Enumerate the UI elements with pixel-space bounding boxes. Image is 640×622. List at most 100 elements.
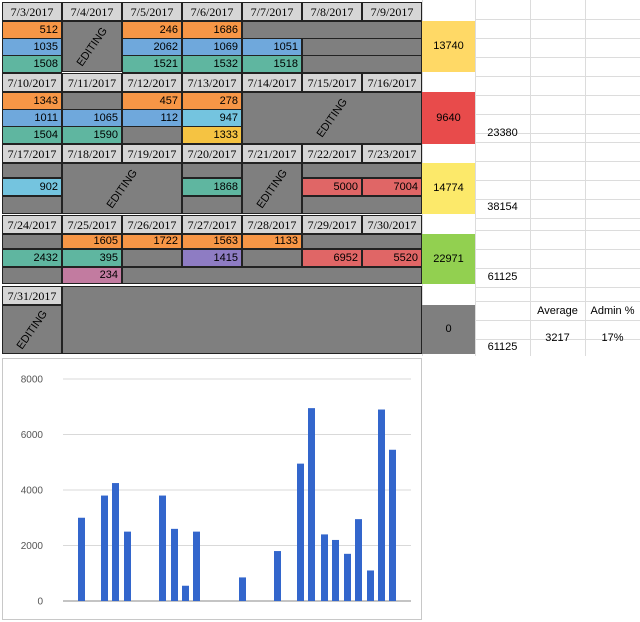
admin-percent-value: 17%	[601, 331, 624, 344]
bar	[112, 483, 119, 601]
gray-block	[242, 21, 422, 39]
bar	[389, 449, 396, 601]
gridline	[475, 133, 640, 134]
bar	[193, 531, 200, 601]
date-header: 7/25/2017	[62, 215, 122, 234]
date-header: 7/3/2017	[2, 2, 62, 21]
date-header: 7/11/2017	[62, 73, 122, 92]
gray-block	[2, 234, 62, 249]
bar	[344, 553, 351, 601]
week-total: 14774	[422, 163, 475, 214]
gray-block	[182, 196, 242, 214]
bar	[367, 570, 374, 601]
bar	[274, 551, 281, 601]
cell: 6952	[302, 249, 362, 267]
bar-chart[interactable]: 0 2000 4000 6000 8000	[2, 358, 422, 620]
date-header: 7/13/2017	[182, 73, 242, 92]
cumulative-total: 61125	[487, 340, 518, 353]
gridline	[475, 95, 640, 96]
cumulative-total: 38154	[487, 200, 518, 213]
editing-label: EDITING	[14, 307, 50, 352]
gray-block	[182, 163, 242, 178]
editing-label: EDITING	[104, 166, 140, 211]
gray-block	[2, 196, 62, 214]
cell: 1069	[182, 38, 242, 56]
gridline	[475, 249, 640, 250]
chart-svg: 0 2000 4000 6000 8000	[21, 375, 411, 608]
date-header: 7/10/2017	[2, 73, 62, 92]
cell: 2432	[2, 249, 62, 267]
cell: 1686	[182, 21, 242, 39]
date-header: 7/5/2017	[122, 2, 182, 21]
gridline	[475, 320, 640, 321]
cell: 1504	[2, 126, 62, 144]
date-header: 7/22/2017	[302, 144, 362, 163]
gray-block	[302, 163, 422, 178]
y-tick-label: 6000	[21, 430, 44, 441]
week-total: 13740	[422, 21, 475, 72]
gridline	[475, 19, 640, 20]
cell: 1868	[182, 178, 242, 196]
cell: 246	[122, 21, 182, 39]
gridline	[475, 199, 640, 200]
date-header: 7/17/2017	[2, 144, 62, 163]
date-header: 7/24/2017	[2, 215, 62, 234]
cell: 1035	[2, 38, 62, 56]
gridline	[475, 180, 640, 181]
editing-block: EDITING	[62, 21, 122, 72]
gridline	[475, 287, 640, 288]
gray-block	[122, 267, 422, 284]
cell: 395	[62, 249, 122, 267]
date-header: 7/30/2017	[362, 215, 422, 234]
average-label: Average	[537, 305, 578, 317]
bar	[321, 534, 328, 601]
gridline	[475, 0, 476, 356]
cell: 1508	[2, 55, 62, 73]
gridline	[475, 38, 640, 39]
bar	[378, 409, 385, 601]
gray-block	[302, 55, 422, 73]
date-header: 7/28/2017	[242, 215, 302, 234]
gridline	[475, 114, 640, 115]
cell: 234	[62, 267, 122, 284]
bar	[332, 539, 339, 601]
date-header: 7/26/2017	[122, 215, 182, 234]
editing-block: EDITING	[242, 92, 422, 144]
date-header: 7/15/2017	[302, 73, 362, 92]
cell: 1563	[182, 234, 242, 249]
cell: 1065	[62, 109, 122, 127]
week-total: 9640	[422, 92, 475, 144]
cell: 2062	[122, 38, 182, 56]
bar	[297, 463, 304, 601]
y-tick-label: 2000	[21, 541, 44, 552]
editing-label: EDITING	[314, 96, 350, 140]
gridline	[585, 0, 586, 356]
cell: 1333	[182, 126, 242, 144]
editing-label: EDITING	[74, 24, 110, 69]
date-header: 7/6/2017	[182, 2, 242, 21]
date-header: 7/21/2017	[242, 144, 302, 163]
bar	[101, 495, 108, 601]
gridline	[475, 142, 640, 143]
date-header: 7/7/2017	[242, 2, 302, 21]
gray-block	[302, 234, 422, 249]
gridline	[475, 230, 640, 231]
cell: 112	[122, 109, 182, 127]
admin-percent-label: Admin %	[590, 305, 635, 317]
y-tick-label: 0	[37, 597, 43, 608]
cell: 1051	[242, 38, 302, 56]
cell: 1133	[242, 234, 302, 249]
date-header: 7/14/2017	[242, 73, 302, 92]
cumulative-total: 23380	[487, 126, 518, 139]
bar	[182, 585, 189, 601]
bar	[239, 577, 246, 601]
date-header: 7/27/2017	[182, 215, 242, 234]
bar	[124, 531, 131, 601]
bar	[171, 528, 178, 601]
gridline	[475, 57, 640, 58]
date-header: 7/29/2017	[302, 215, 362, 234]
gray-block	[2, 163, 62, 178]
cell: 1343	[2, 92, 62, 110]
y-tick-label: 8000	[21, 375, 44, 386]
cell: 1722	[122, 234, 182, 249]
